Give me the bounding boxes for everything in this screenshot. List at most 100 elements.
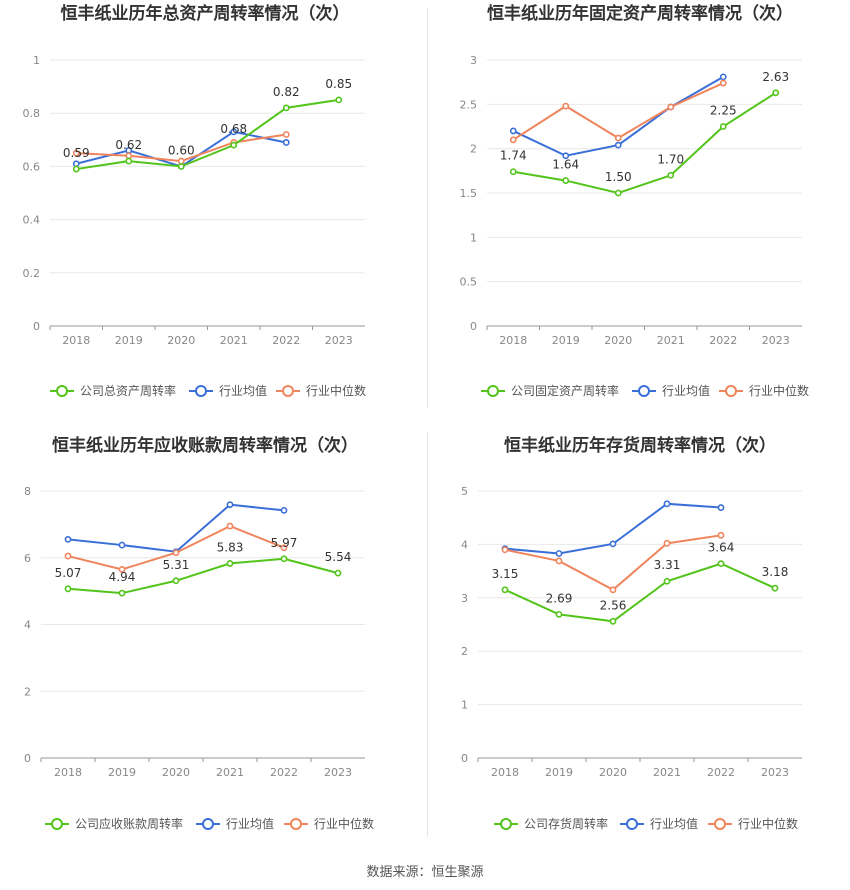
legend-item-median[interactable]: 行业中位数 [708, 816, 798, 831]
legend-swatch-marker [56, 385, 68, 397]
legend-item-avg[interactable]: 行业均值 [620, 816, 698, 831]
x-tick-label: 2020 [167, 334, 195, 347]
data-point-avg [663, 500, 671, 508]
legend-item-company[interactable]: 公司固定资产周转率 [481, 383, 619, 398]
panel-divider-bottom [427, 432, 428, 837]
legend-item-company[interactable]: 公司应收账款周转率 [45, 816, 183, 831]
data-point-company [555, 610, 563, 618]
data-point-avg [609, 540, 617, 548]
data-point-avg [282, 139, 290, 146]
data-point-company [335, 96, 343, 104]
y-tick-label: 0.8 [23, 107, 41, 120]
legend-item-median[interactable]: 行业中位数 [276, 383, 366, 398]
legend-label: 公司存货周转率 [524, 816, 608, 831]
data-label: 5.07 [55, 566, 82, 580]
y-tick-label: 0.4 [23, 214, 41, 227]
chart-title: 恒丰纸业历年存货周转率情况（次） [504, 435, 776, 456]
x-tick-label: 2020 [604, 334, 632, 347]
y-tick-label: 0.2 [23, 267, 41, 280]
x-tick-label: 2023 [324, 766, 352, 779]
data-point-median [501, 546, 509, 554]
data-label: 3.64 [708, 541, 735, 555]
data-label: 1.74 [500, 149, 527, 163]
data-label: 3.31 [654, 558, 681, 572]
data-label: 1.64 [552, 158, 579, 172]
data-point-avg [717, 504, 725, 511]
x-tick-label: 2021 [657, 334, 685, 347]
data-label: 0.82 [273, 85, 300, 99]
data-point-avg [226, 501, 234, 509]
legend-item-median[interactable]: 行业中位数 [719, 383, 809, 398]
series-line-company [76, 98, 339, 171]
data-label: 3.15 [492, 567, 519, 581]
data-point-avg [72, 160, 80, 168]
y-tick-label: 1.5 [460, 187, 478, 200]
data-label: 4.94 [109, 570, 136, 584]
data-point-company [614, 189, 622, 197]
legend-swatch-marker [282, 385, 294, 397]
y-tick-label: 2 [461, 645, 468, 658]
y-tick-label: 6 [24, 552, 31, 565]
x-tick-label: 2018 [62, 334, 90, 347]
legend-label: 行业均值 [662, 383, 710, 398]
legend-swatch-marker [500, 818, 512, 830]
legend-swatch-marker [714, 818, 726, 830]
legend-item-avg[interactable]: 行业均值 [196, 816, 274, 831]
legend-swatch-marker [195, 385, 207, 397]
series-line-company [513, 91, 777, 195]
data-point-median [226, 522, 234, 530]
y-tick-label: 0.6 [23, 160, 41, 173]
data-point-median [125, 152, 133, 160]
legend-label: 行业均值 [650, 816, 698, 831]
x-tick-label: 2020 [599, 766, 627, 779]
data-point-median [64, 552, 72, 560]
data-point-company [771, 584, 779, 592]
y-tick-label: 1 [33, 54, 40, 67]
legend-item-company[interactable]: 公司存货周转率 [494, 816, 608, 831]
data-label: 0.59 [63, 146, 90, 160]
x-tick-label: 2018 [54, 766, 82, 779]
data-label: 0.68 [220, 122, 247, 136]
data-label: 3.18 [762, 565, 789, 579]
legend-item-median[interactable]: 行业中位数 [284, 816, 374, 831]
x-tick-label: 2021 [216, 766, 244, 779]
data-label: 1.50 [605, 170, 632, 184]
data-point-median [562, 102, 570, 110]
x-tick-label: 2019 [545, 766, 573, 779]
legend-item-avg[interactable]: 行业均值 [189, 383, 267, 398]
y-tick-label: 1 [470, 231, 477, 244]
data-point-median [177, 157, 185, 165]
data-point-avg [64, 535, 72, 543]
legend-label: 行业中位数 [314, 816, 374, 831]
data-point-median [72, 149, 80, 157]
data-label: 2.69 [546, 591, 573, 605]
data-label: 2.56 [600, 598, 627, 612]
legend-swatch-marker [638, 385, 650, 397]
data-point-company [64, 585, 72, 593]
data-point-company [177, 162, 185, 170]
data-point-company [772, 89, 780, 97]
x-tick-label: 2018 [499, 334, 527, 347]
y-tick-label: 0 [33, 320, 40, 333]
x-tick-label: 2019 [108, 766, 136, 779]
legend-label: 公司固定资产周转率 [511, 383, 619, 398]
data-label: 0.85 [325, 77, 352, 91]
x-tick-label: 2023 [325, 334, 353, 347]
legend-item-company[interactable]: 公司总资产周转率 [50, 383, 176, 398]
y-tick-label: 4 [461, 538, 468, 551]
legend-swatch-marker [487, 385, 499, 397]
data-point-company [509, 168, 517, 176]
x-tick-label: 2019 [552, 334, 580, 347]
data-point-avg [118, 541, 126, 549]
data-label: 2.63 [762, 70, 789, 84]
data-point-company [667, 171, 675, 179]
data-point-median [667, 103, 675, 111]
data-point-median [555, 557, 563, 565]
x-tick-label: 2018 [491, 766, 519, 779]
legend-label: 行业中位数 [306, 383, 366, 398]
data-point-avg [509, 127, 517, 135]
series-line-median [512, 82, 724, 141]
data-label: 5.97 [271, 536, 298, 550]
legend-item-avg[interactable]: 行业均值 [632, 383, 710, 398]
y-tick-label: 2 [470, 143, 477, 156]
